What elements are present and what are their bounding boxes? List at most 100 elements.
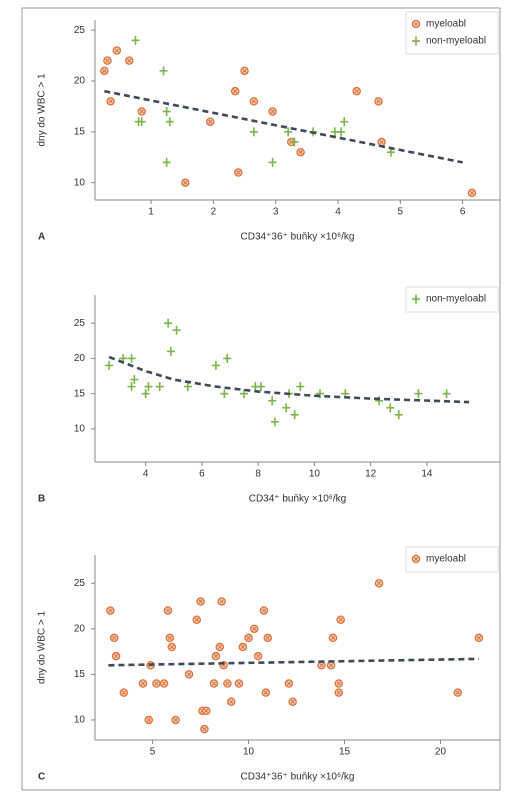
legend-box xyxy=(405,546,499,573)
x-tick-label: 15 xyxy=(339,747,351,758)
x-tick-label: 20 xyxy=(435,747,447,758)
marker-cross xyxy=(202,726,207,732)
marker-cross xyxy=(328,663,334,668)
data-point xyxy=(119,688,129,697)
x-tick-label: 10 xyxy=(309,469,321,480)
data-point xyxy=(374,579,384,588)
data-point xyxy=(337,127,346,137)
data-point xyxy=(215,642,225,652)
marker-cross xyxy=(469,190,475,196)
trend-line xyxy=(108,355,470,404)
data-point xyxy=(111,651,121,661)
data-point xyxy=(159,679,169,688)
marker-cross xyxy=(240,644,245,650)
data-point xyxy=(112,46,122,55)
data-point xyxy=(106,97,115,106)
data-point xyxy=(164,318,173,328)
x-tick-label: 5 xyxy=(150,747,156,758)
data-point xyxy=(109,633,119,643)
marker-cross xyxy=(225,681,230,686)
marker-cross xyxy=(140,681,146,686)
data-point xyxy=(334,679,344,688)
data-point xyxy=(240,389,249,399)
data-point xyxy=(223,353,232,363)
marker-cross xyxy=(219,599,224,604)
legend-marker xyxy=(411,19,421,29)
legend-marker xyxy=(412,36,420,46)
data-point xyxy=(238,642,248,652)
marker-cross xyxy=(255,654,261,659)
marker-cross xyxy=(127,58,132,63)
data-point xyxy=(259,606,269,615)
marker-cross xyxy=(265,635,270,641)
marker-cross xyxy=(376,99,381,104)
data-point xyxy=(171,715,180,725)
marker-cross xyxy=(261,608,267,613)
marker-cross xyxy=(146,717,151,723)
marker-cross xyxy=(376,581,382,586)
data-point xyxy=(336,615,345,624)
data-point xyxy=(377,137,386,147)
trend-line xyxy=(108,657,479,667)
data-point xyxy=(192,615,201,624)
data-point xyxy=(328,633,338,643)
x-axis-label: CD34⁺36⁺ buňky ×10⁶/kg xyxy=(241,772,355,783)
data-point xyxy=(442,389,451,399)
marker-cross xyxy=(476,635,482,641)
y-tick-label: 25 xyxy=(74,578,86,589)
panel-label: B xyxy=(38,494,45,505)
marker-cross xyxy=(211,681,217,686)
data-point xyxy=(131,35,140,45)
data-point xyxy=(386,403,395,413)
data-point xyxy=(244,633,253,643)
data-point xyxy=(130,375,139,385)
data-point xyxy=(100,66,109,76)
data-point xyxy=(230,86,240,96)
y-tick-label: 10 xyxy=(74,715,86,726)
marker-cross xyxy=(233,89,238,94)
data-point xyxy=(334,688,344,697)
data-point xyxy=(282,403,291,413)
data-point xyxy=(250,624,259,634)
x-axis-label: CD34⁺ buňky ×10⁶/kg xyxy=(249,494,347,505)
data-point xyxy=(217,597,226,606)
y-tick-label: 20 xyxy=(74,353,86,364)
data-point xyxy=(296,382,305,392)
y-axis-label: dny do WBC > 1 xyxy=(37,73,48,147)
marker-cross xyxy=(161,681,167,686)
marker-cross xyxy=(183,180,188,185)
data-point xyxy=(181,178,190,187)
marker-cross xyxy=(112,635,117,641)
data-point xyxy=(284,679,294,688)
marker-cross xyxy=(154,681,159,686)
data-point xyxy=(290,410,299,420)
data-point xyxy=(165,117,174,127)
y-tick-label: 15 xyxy=(74,127,86,138)
y-tick-label: 10 xyxy=(74,177,86,188)
marker-cross xyxy=(121,690,126,695)
marker-cross xyxy=(167,635,173,641)
marker-cross xyxy=(217,644,222,650)
marker-cross xyxy=(236,170,241,175)
marker-cross xyxy=(298,150,303,155)
marker-cross xyxy=(139,109,144,114)
x-tick-label: 10 xyxy=(243,747,255,758)
data-point xyxy=(227,697,236,706)
marker-cross xyxy=(379,139,384,145)
marker-cross xyxy=(108,608,113,613)
legend-label: myeloabl xyxy=(426,19,466,30)
data-point xyxy=(127,382,136,392)
marker-cross xyxy=(246,635,251,641)
marker-cross xyxy=(105,58,110,63)
x-tick-label: 3 xyxy=(273,207,279,218)
data-point xyxy=(261,688,271,697)
panel-label: C xyxy=(38,772,45,783)
data-point xyxy=(352,86,361,96)
x-axis-label: CD34⁺36⁺ buňky ×10⁶/kg xyxy=(241,232,355,243)
data-point xyxy=(296,147,305,157)
marker-cross xyxy=(242,68,247,74)
marker-cross xyxy=(270,109,275,114)
data-point xyxy=(105,360,114,370)
marker-cross xyxy=(173,717,178,723)
